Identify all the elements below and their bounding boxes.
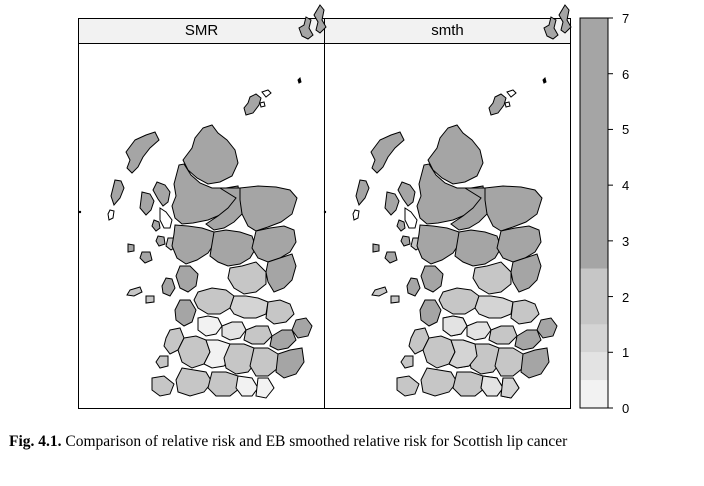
map-smth — [323, 4, 572, 399]
color-key-tick-label: 5 — [622, 122, 630, 138]
caption-label: Fig. 4.1. — [9, 433, 62, 450]
color-key-band — [580, 352, 608, 381]
color-key-band — [580, 18, 608, 269]
color-key-band — [580, 268, 608, 325]
panel-title-smr: SMR — [184, 22, 219, 39]
color-key-tick-label: 4 — [622, 178, 630, 194]
panel-title-smth: smth — [431, 22, 464, 39]
color-key-tick-label: 1 — [622, 345, 630, 361]
map-smth-overrides — [442, 315, 520, 399]
panel-strip-smth: smth — [324, 18, 571, 44]
caption-text: Comparison of relative risk and EB smoot… — [65, 433, 568, 450]
color-key-frame — [579, 17, 609, 409]
figure-caption: Fig. 4.1. Comparison of relative risk an… — [9, 431, 699, 453]
color-key-tick-label: 6 — [622, 66, 630, 82]
color-key-tick-label: 3 — [622, 233, 630, 249]
color-key-band — [580, 380, 608, 408]
map-smr — [78, 4, 327, 399]
color-key-tick-label: 0 — [622, 401, 630, 416]
color-key-band — [580, 324, 608, 353]
panel-strip-smr: SMR — [78, 18, 325, 44]
color-key-tick-label: 7 — [622, 11, 630, 26]
color-key-tick-label: 2 — [622, 289, 630, 305]
color-key — [579, 17, 613, 409]
